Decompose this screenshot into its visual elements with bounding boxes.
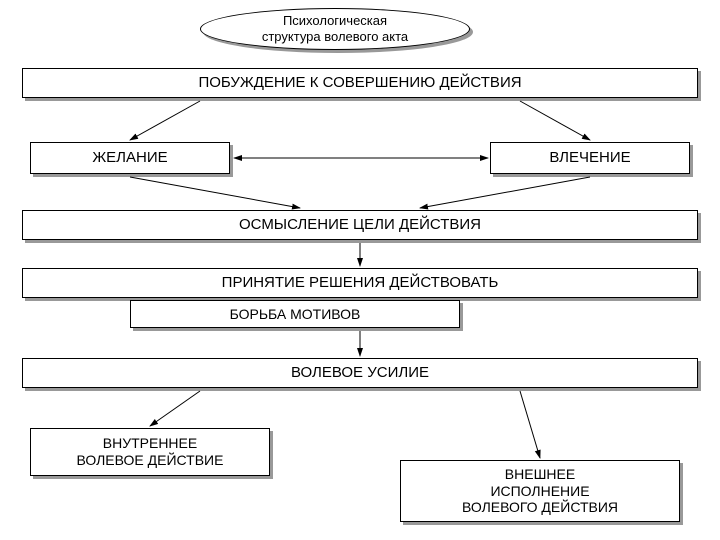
box-impulse: ПОБУЖДЕНИЕ К СОВЕРШЕНИЮ ДЕЙСТВИЯ: [22, 68, 698, 98]
impulse-text: ПОБУЖДЕНИЕ К СОВЕРШЕНИЮ ДЕЙСТВИЯ: [198, 74, 521, 92]
box-goal: ОСМЫСЛЕНИЕ ЦЕЛИ ДЕЙСТВИЯ: [22, 210, 698, 240]
outer-text: ВНЕШНЕЕИСПОЛНЕНИЕВОЛЕВОГО ДЕЙСТВИЯ: [462, 466, 618, 516]
effort-text: ВОЛЕВОЕ УСИЛИЕ: [291, 364, 429, 382]
box-inner: ВНУТРЕННЕЕВОЛЕВОЕ ДЕЙСТВИЕ: [30, 428, 270, 476]
title-text: Психологическаяструктура волевого акта: [262, 13, 408, 44]
decide-text: ПРИНЯТИЕ РЕШЕНИЯ ДЕЙСТВОВАТЬ: [222, 274, 499, 292]
goal-text: ОСМЫСЛЕНИЕ ЦЕЛИ ДЕЙСТВИЯ: [239, 216, 481, 234]
box-decide: ПРИНЯТИЕ РЕШЕНИЯ ДЕЙСТВОВАТЬ: [22, 268, 698, 298]
motives-text: БОРЬБА МОТИВОВ: [230, 306, 361, 323]
box-effort: ВОЛЕВОЕ УСИЛИЕ: [22, 358, 698, 388]
box-drive: ВЛЕЧЕНИЕ: [490, 142, 690, 174]
drive-text: ВЛЕЧЕНИЕ: [549, 149, 630, 167]
title-ellipse: Психологическаяструктура волевого акта: [200, 8, 470, 50]
desire-text: ЖЕЛАНИЕ: [92, 149, 167, 167]
box-motives: БОРЬБА МОТИВОВ: [130, 300, 460, 328]
inner-text: ВНУТРЕННЕЕВОЛЕВОЕ ДЕЙСТВИЕ: [77, 435, 224, 469]
box-desire: ЖЕЛАНИЕ: [30, 142, 230, 174]
box-outer: ВНЕШНЕЕИСПОЛНЕНИЕВОЛЕВОГО ДЕЙСТВИЯ: [400, 460, 680, 522]
